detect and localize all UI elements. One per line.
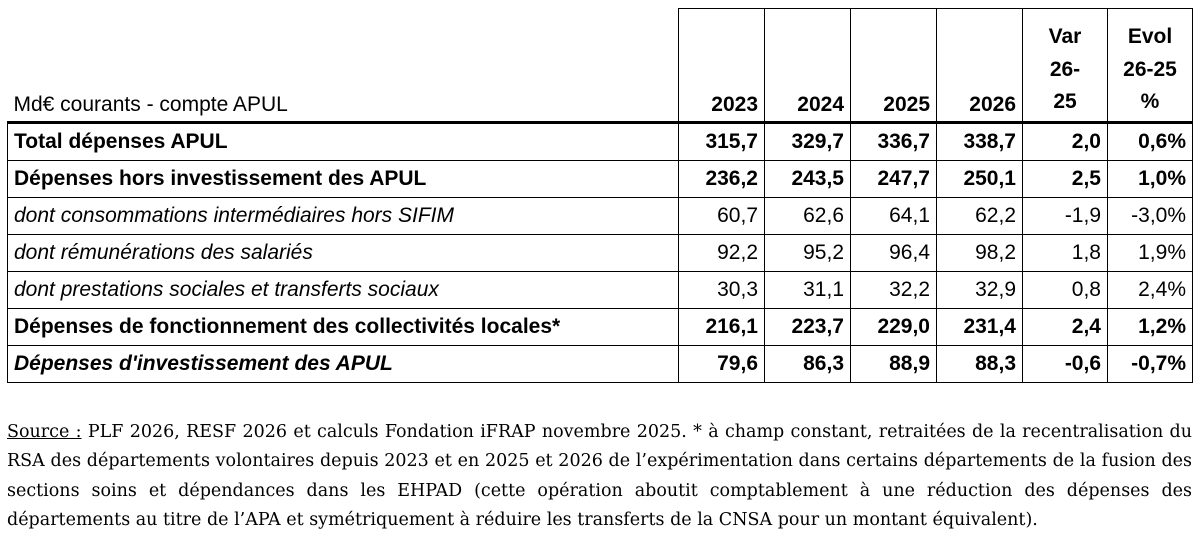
cell-2023: 216,1 bbox=[678, 308, 765, 346]
header-evol-line-1: Evol bbox=[1127, 25, 1173, 49]
row-label: Dépenses de fonctionnement des collectiv… bbox=[7, 308, 679, 346]
cell-2025: 32,2 bbox=[850, 271, 937, 309]
cell-2025: 88,9 bbox=[850, 345, 937, 383]
table-row: dont rémunérations des salariés 92,2 95,… bbox=[7, 234, 1193, 272]
cell-evol: -3,0% bbox=[1107, 197, 1193, 235]
cell-2025: 96,4 bbox=[850, 234, 937, 272]
row-label: Total dépenses APUL bbox=[7, 122, 679, 161]
cell-2024: 223,7 bbox=[764, 308, 851, 346]
header-evol-line-3: % bbox=[1140, 90, 1160, 114]
table-row: dont consommations intermédiaires hors S… bbox=[7, 197, 1193, 235]
table-header-row: Md€ courants - compte APUL 2023 2024 202… bbox=[7, 8, 1193, 124]
cell-2025: 247,7 bbox=[850, 160, 937, 198]
cell-2025: 229,0 bbox=[850, 308, 937, 346]
cell-2023: 315,7 bbox=[678, 122, 765, 161]
header-var-line-3: 25 bbox=[1053, 90, 1077, 114]
cell-2026: 98,2 bbox=[936, 234, 1023, 272]
header-year-2025: 2025 bbox=[850, 8, 937, 124]
cell-2023: 236,2 bbox=[678, 160, 765, 198]
header-var: Var 26- 25 bbox=[1022, 8, 1108, 124]
cell-2024: 95,2 bbox=[764, 234, 851, 272]
cell-var: 2,5 bbox=[1022, 160, 1108, 198]
cell-var: 2,0 bbox=[1022, 122, 1108, 161]
source-note: Source : PLF 2026, RESF 2026 et calculs … bbox=[7, 418, 1192, 536]
header-var-line-1: Var bbox=[1048, 25, 1082, 49]
source-label: Source : bbox=[7, 421, 82, 442]
row-label: dont consommations intermédiaires hors S… bbox=[7, 197, 679, 235]
header-year-2024: 2024 bbox=[764, 8, 851, 124]
cell-var: -1,9 bbox=[1022, 197, 1108, 235]
cell-2023: 60,7 bbox=[678, 197, 765, 235]
cell-2023: 79,6 bbox=[678, 345, 765, 383]
table-row: dont prestations sociales et transferts … bbox=[7, 271, 1193, 309]
expenditure-table-container: Md€ courants - compte APUL 2023 2024 202… bbox=[7, 8, 1193, 383]
cell-2026: 250,1 bbox=[936, 160, 1023, 198]
cell-2024: 31,1 bbox=[764, 271, 851, 309]
cell-2024: 329,7 bbox=[764, 122, 851, 161]
cell-2024: 243,5 bbox=[764, 160, 851, 198]
cell-evol: 2,4% bbox=[1107, 271, 1193, 309]
row-label: dont prestations sociales et transferts … bbox=[7, 271, 679, 309]
cell-2024: 62,6 bbox=[764, 197, 851, 235]
header-evol: Evol 26-25 % bbox=[1107, 8, 1193, 124]
cell-var: 0,8 bbox=[1022, 271, 1108, 309]
cell-2023: 92,2 bbox=[678, 234, 765, 272]
cell-var: 1,8 bbox=[1022, 234, 1108, 272]
table-row: Dépenses de fonctionnement des collectiv… bbox=[7, 308, 1193, 346]
cell-evol: 0,6% bbox=[1107, 122, 1193, 161]
source-note-text: PLF 2026, RESF 2026 et calculs Fondation… bbox=[7, 421, 1192, 531]
table-row: Total dépenses APUL 315,7 329,7 336,7 33… bbox=[7, 122, 1193, 161]
cell-2025: 64,1 bbox=[850, 197, 937, 235]
cell-2025: 336,7 bbox=[850, 122, 937, 161]
expenditure-table: Md€ courants - compte APUL 2023 2024 202… bbox=[7, 8, 1193, 383]
cell-2026: 88,3 bbox=[936, 345, 1023, 383]
header-evol-line-2: 26-25 bbox=[1123, 57, 1177, 81]
cell-evol: 1,9% bbox=[1107, 234, 1193, 272]
cell-2026: 231,4 bbox=[936, 308, 1023, 346]
table-row: Dépenses hors investissement des APUL 23… bbox=[7, 160, 1193, 198]
cell-var: 2,4 bbox=[1022, 308, 1108, 346]
row-label: Dépenses d'investissement des APUL bbox=[7, 345, 679, 383]
header-unit-label: Md€ courants - compte APUL bbox=[7, 8, 679, 124]
header-year-2023: 2023 bbox=[678, 8, 765, 124]
cell-2024: 86,3 bbox=[764, 345, 851, 383]
cell-2023: 30,3 bbox=[678, 271, 765, 309]
header-var-line-2: 26- bbox=[1049, 57, 1081, 81]
cell-2026: 338,7 bbox=[936, 122, 1023, 161]
row-label: dont rémunérations des salariés bbox=[7, 234, 679, 272]
table-row: Dépenses d'investissement des APUL 79,6 … bbox=[7, 345, 1193, 383]
row-label: Dépenses hors investissement des APUL bbox=[7, 160, 679, 198]
cell-2026: 62,2 bbox=[936, 197, 1023, 235]
cell-evol: 1,2% bbox=[1107, 308, 1193, 346]
cell-evol: -0,7% bbox=[1107, 345, 1193, 383]
cell-evol: 1,0% bbox=[1107, 160, 1193, 198]
cell-var: -0,6 bbox=[1022, 345, 1108, 383]
cell-2026: 32,9 bbox=[936, 271, 1023, 309]
header-year-2026: 2026 bbox=[936, 8, 1023, 124]
